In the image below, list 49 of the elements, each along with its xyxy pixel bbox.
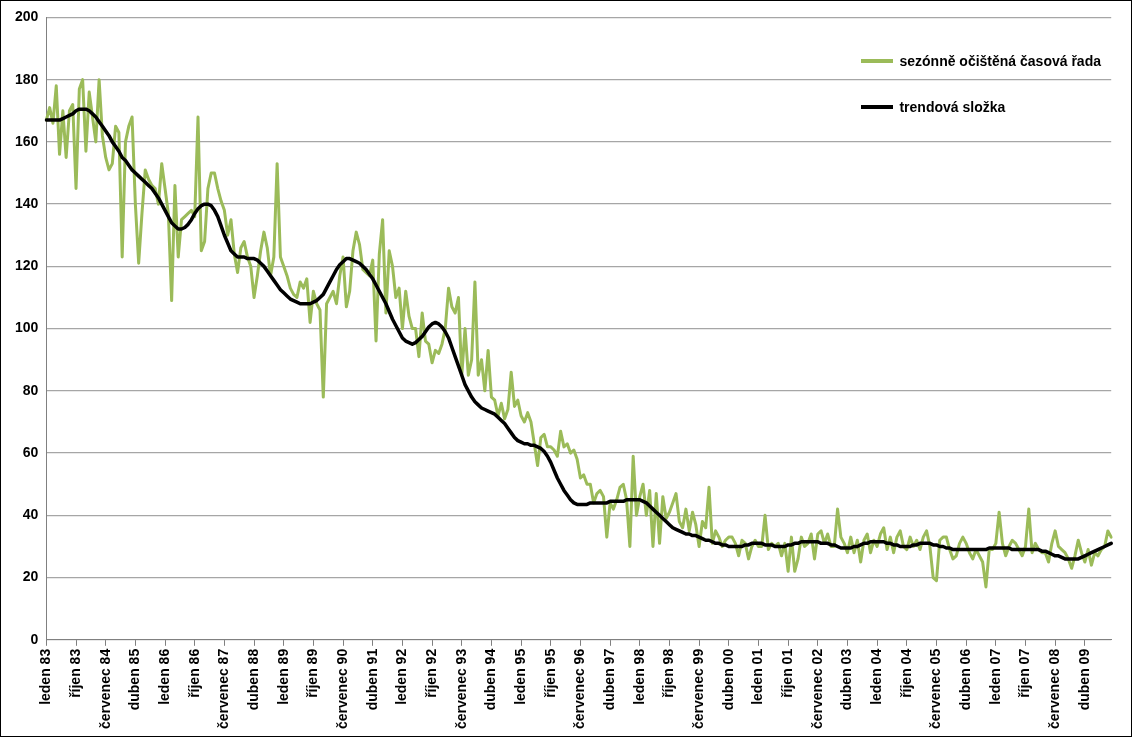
x-tick-label: říjen 83 (66, 648, 83, 698)
x-tick-label: červenec 99 (689, 648, 706, 730)
x-tick-label: leden 86 (155, 648, 172, 705)
y-tick-label: 180 (15, 70, 39, 87)
x-tick-label: říjen 07 (1016, 648, 1033, 698)
x-tick-label: leden 92 (393, 648, 410, 705)
x-tick-label: duben 03 (838, 648, 855, 711)
x-tick-label: říjen 01 (778, 648, 795, 698)
x-tick-label: duben 88 (244, 648, 261, 711)
x-tick-label: duben 97 (600, 648, 617, 711)
x-tick-label: říjen 95 (541, 648, 558, 698)
x-tick-label: duben 00 (719, 648, 736, 711)
x-tick-label: červenec 05 (927, 648, 944, 730)
x-tick-label: říjen 86 (185, 648, 202, 698)
legend-label: sezónně očištěná časová řada (899, 53, 1101, 69)
x-tick-label: říjen 92 (422, 648, 439, 698)
y-tick-label: 0 (30, 630, 39, 647)
x-tick-label: červenec 93 (452, 648, 469, 730)
x-tick-label: červenec 08 (1046, 648, 1063, 730)
x-tick-label: leden 89 (274, 648, 291, 705)
x-tick-label: leden 95 (511, 648, 528, 705)
y-tick-label: 120 (15, 257, 39, 274)
x-tick-label: leden 98 (630, 648, 647, 705)
x-tick-label: duben 09 (1075, 648, 1092, 711)
x-tick-label: duben 85 (126, 648, 143, 711)
x-tick-label: duben 94 (482, 648, 499, 711)
x-tick-label: duben 06 (957, 648, 973, 711)
legend-label: trendová složka (899, 99, 1006, 115)
x-tick-label: leden 83 (37, 648, 54, 705)
x-tick-label: leden 01 (749, 648, 766, 705)
x-tick-label: říjen 98 (660, 648, 677, 698)
x-tick-label: leden 07 (986, 648, 1003, 705)
y-tick-label: 60 (22, 443, 39, 460)
y-tick-label: 140 (15, 194, 39, 211)
y-tick-label: 100 (15, 319, 39, 336)
x-tick-label: říjen 89 (304, 648, 321, 698)
x-tick-label: červenec 02 (808, 648, 825, 730)
y-tick-label: 80 (22, 381, 39, 398)
x-tick-label: leden 04 (867, 648, 884, 705)
x-tick-label: červenec 96 (571, 648, 588, 730)
x-tick-label: červenec 90 (333, 648, 350, 730)
x-tick-label: duben 91 (363, 648, 380, 711)
x-tick-label: červenec 84 (96, 648, 113, 730)
y-tick-label: 40 (22, 506, 39, 523)
x-tick-label: říjen 04 (897, 648, 914, 698)
y-tick-label: 20 (22, 568, 39, 585)
y-tick-label: 200 (15, 8, 39, 25)
y-tick-label: 160 (15, 132, 39, 149)
x-tick-label: červenec 87 (215, 648, 232, 730)
